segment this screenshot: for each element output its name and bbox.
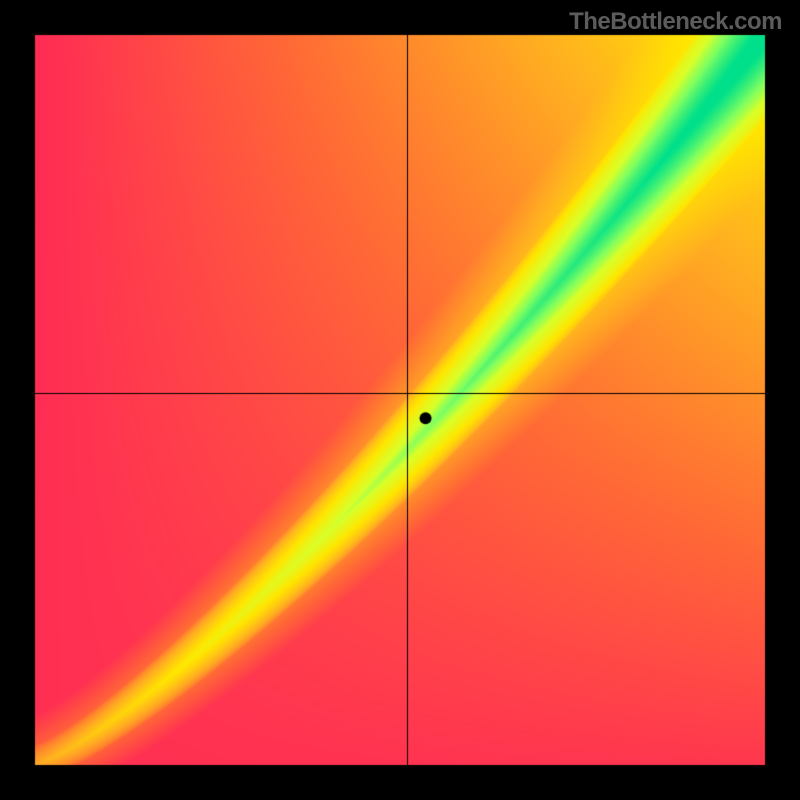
heatmap-canvas	[0, 0, 800, 800]
watermark-text: TheBottleneck.com	[569, 8, 782, 36]
chart-container: TheBottleneck.com	[0, 0, 800, 800]
